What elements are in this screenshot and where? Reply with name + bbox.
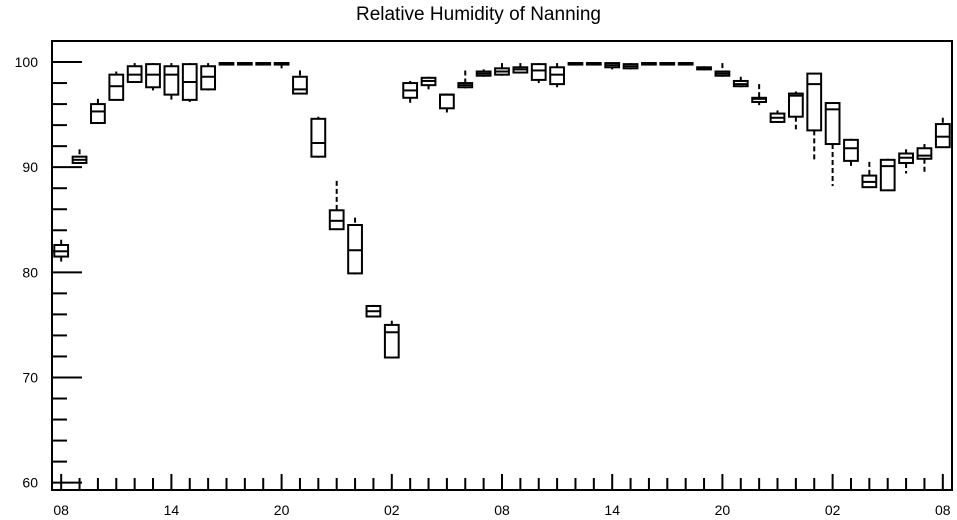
box-item (622, 63, 639, 70)
box-iqr (806, 72, 823, 132)
box-iqr (439, 93, 455, 110)
box-item (879, 158, 896, 192)
box-item (843, 138, 859, 168)
box-iqr (145, 63, 161, 89)
box-item (732, 76, 749, 88)
box-item (787, 91, 804, 130)
box-item (108, 71, 125, 101)
box-item (420, 76, 437, 90)
box-item (659, 62, 676, 66)
box-item (769, 110, 786, 124)
box-iqr (108, 73, 125, 101)
boxes-group (53, 62, 951, 359)
box-item (71, 149, 88, 165)
box-item (439, 93, 455, 113)
box-item (365, 304, 382, 318)
x-tick-label: 20 (715, 502, 731, 518)
box-item (898, 149, 914, 174)
box-item (310, 116, 327, 158)
x-tick-label: 02 (384, 502, 400, 518)
y-axis: 60 70 80 90 100 (15, 54, 82, 491)
box-iqr (843, 138, 859, 162)
box-item (714, 63, 731, 77)
box-iqr (292, 75, 308, 95)
box-iqr (879, 158, 896, 192)
box-item (751, 84, 768, 106)
box-item (512, 63, 529, 74)
box-item (255, 62, 272, 66)
box-item (567, 62, 584, 66)
box-item (530, 63, 547, 84)
chart-title: Relative Humidity of Nanning (355, 4, 601, 25)
x-tick-label: 20 (274, 502, 290, 518)
box-item (861, 161, 878, 189)
box-iqr (163, 65, 180, 96)
x-tick-label: 08 (935, 502, 951, 518)
y-tick-label: 60 (22, 475, 38, 491)
x-tick-label: 14 (604, 502, 620, 518)
box-iqr (90, 103, 106, 125)
box-item (218, 62, 235, 66)
box-iqr (549, 66, 565, 86)
box-item (934, 117, 951, 149)
box-item (126, 63, 143, 84)
x-tick-label: 02 (825, 502, 841, 518)
box-iqr (383, 323, 400, 359)
box-item (145, 63, 161, 91)
box-item (475, 69, 492, 77)
box-item (677, 62, 694, 66)
box-iqr (328, 209, 345, 231)
x-tick-label: 14 (164, 502, 180, 518)
box-item (824, 101, 841, 187)
box-item (383, 320, 400, 359)
box-item (90, 98, 106, 125)
x-axis: 08 14 20 02 08 14 20 02 08 (53, 474, 951, 518)
box-item (181, 63, 198, 102)
box-item (604, 62, 621, 70)
box-iqr (787, 92, 804, 118)
box-iqr (934, 123, 951, 149)
y-tick-label: 90 (22, 159, 38, 175)
box-item (402, 80, 419, 106)
box-item (696, 66, 712, 71)
box-item (585, 62, 602, 66)
box-item (916, 144, 933, 174)
box-iqr (916, 147, 933, 160)
y-tick-label: 100 (15, 54, 39, 70)
box-item (200, 63, 217, 91)
box-item (328, 180, 345, 231)
box-item (273, 62, 290, 69)
box-item (163, 63, 180, 102)
box-item (641, 62, 657, 66)
box-item (236, 62, 253, 66)
box-iqr (530, 63, 547, 81)
box-item (494, 63, 510, 76)
box-item (347, 217, 363, 275)
x-tick-label: 08 (53, 502, 69, 518)
y-tick-label: 80 (22, 264, 38, 280)
x-tick-label: 08 (494, 502, 510, 518)
box-item (53, 239, 70, 262)
box-item (549, 63, 565, 88)
box-iqr (347, 224, 363, 275)
box-item (457, 70, 474, 89)
box-iqr (200, 65, 217, 91)
box-iqr (310, 117, 327, 158)
box-item (806, 72, 823, 162)
y-tick-label: 70 (22, 369, 38, 385)
box-item (292, 70, 308, 95)
